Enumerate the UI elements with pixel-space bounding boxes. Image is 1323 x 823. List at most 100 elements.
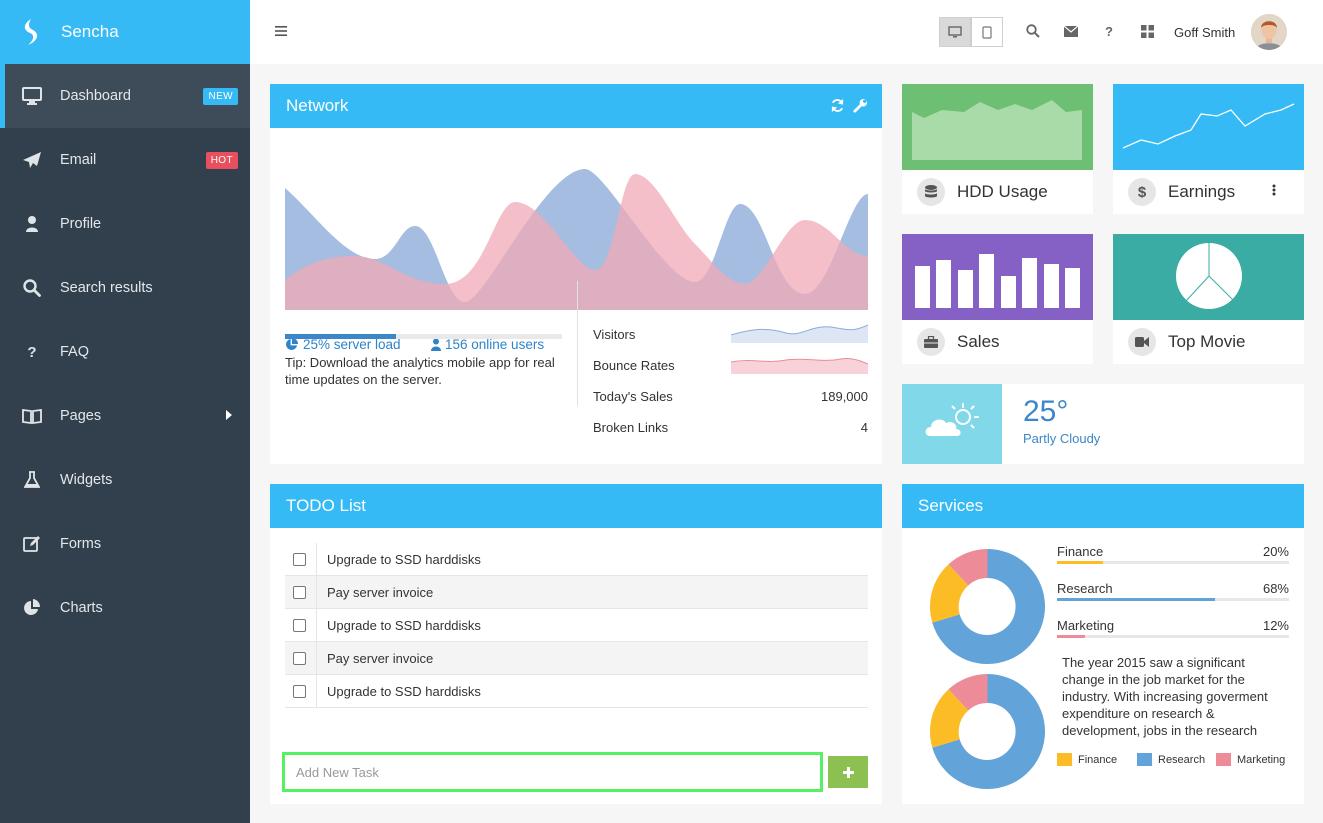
todo-checkbox[interactable] — [293, 586, 306, 599]
add-task-input[interactable] — [282, 752, 823, 792]
legend-item-marketing: Marketing — [1216, 753, 1285, 766]
todo-checkbox[interactable] — [293, 553, 306, 566]
sencha-logo-icon — [24, 19, 38, 45]
search-icon — [22, 278, 42, 298]
sidebar-item-forms[interactable]: Forms — [0, 512, 250, 576]
video-camera-icon — [1128, 328, 1156, 356]
service-name: Finance — [1057, 544, 1104, 559]
panel-title: Network — [286, 96, 349, 115]
services-donut-chart — [930, 674, 1045, 789]
bounce-rates-sparkline — [731, 358, 868, 374]
services-panel: Services Finance 20% Research 68% Market… — [902, 484, 1304, 804]
legend-swatch — [1216, 753, 1231, 766]
tile-label: Earnings — [1168, 182, 1236, 201]
sidebar-item-label: Charts — [60, 600, 103, 616]
todo-checkbox[interactable] — [293, 652, 306, 665]
desktop-view-button[interactable] — [939, 17, 971, 47]
sidebar-item-pages[interactable]: Pages — [0, 384, 250, 448]
tablet-icon — [982, 25, 992, 39]
hdd-usage-chart — [902, 84, 1093, 170]
sidebar-item-label: Forms — [60, 536, 102, 552]
visitors-sparkline — [731, 324, 868, 343]
more-vertical-icon[interactable] — [1272, 184, 1276, 196]
network-panel: Network 25% server load 156 online users… — [270, 84, 882, 464]
todo-text: Pay server invoice — [327, 651, 434, 666]
sidebar-item-search-results[interactable]: Search results — [0, 256, 250, 320]
earnings-tile[interactable]: $ Earnings — [1113, 84, 1304, 214]
user-icon — [431, 338, 441, 351]
service-name: Marketing — [1057, 618, 1115, 633]
legend-label: Finance — [1078, 753, 1118, 766]
metric-label: Visitors — [593, 327, 636, 342]
sidebar-item-label: Search results — [60, 280, 153, 296]
todo-item: Upgrade to SSD harddisks — [285, 675, 868, 708]
divider — [316, 642, 317, 675]
todo-item: Pay server invoice — [285, 576, 868, 609]
help-icon[interactable]: ? — [1105, 23, 1113, 39]
todo-checkbox[interactable] — [293, 685, 306, 698]
sidebar-item-label: FAQ — [60, 344, 90, 360]
tip-text: Tip: Download the analytics mobile app f… — [285, 355, 555, 387]
sales-tile[interactable]: Sales — [902, 234, 1093, 364]
legend-swatch — [1137, 753, 1152, 766]
user-icon — [22, 214, 42, 234]
metric-label: Broken Links — [593, 420, 669, 435]
sidebar-item-charts[interactable]: Charts — [0, 576, 250, 640]
legend-label: Marketing — [1237, 753, 1286, 766]
online-users-link[interactable]: 156 online users — [431, 337, 544, 352]
brand[interactable]: Sencha — [0, 0, 250, 64]
weather-temperature: 25° — [1023, 395, 1069, 428]
panel-title: Services — [918, 496, 984, 515]
sidebar-item-profile[interactable]: Profile — [0, 192, 250, 256]
book-icon — [22, 406, 42, 426]
sidebar-item-email[interactable]: Email HOT — [0, 128, 250, 192]
top-movie-pie-chart — [1113, 234, 1304, 320]
sidebar-item-label: Pages — [60, 408, 102, 424]
sidebar-item-dashboard[interactable]: Dashboard NEW — [0, 64, 250, 128]
todo-checkbox[interactable] — [293, 619, 306, 632]
tablet-view-button[interactable] — [971, 17, 1003, 47]
wrench-icon[interactable] — [853, 98, 868, 113]
pie-chart-icon — [286, 338, 298, 350]
service-progress — [1057, 598, 1289, 601]
online-users-text: 156 online users — [445, 337, 545, 352]
tile-label: HDD Usage — [957, 182, 1048, 201]
todo-item: Upgrade to SSD harddisks — [285, 543, 868, 576]
top-header: ? Goff Smith — [250, 0, 1323, 64]
todo-item: Upgrade to SSD harddisks — [285, 609, 868, 642]
add-task-button[interactable] — [828, 756, 868, 788]
services-donut-chart — [930, 549, 1045, 664]
divider — [316, 609, 317, 642]
search-icon[interactable] — [1026, 24, 1040, 38]
divider — [316, 675, 317, 708]
service-progress — [1057, 635, 1289, 638]
view-toggle — [939, 17, 1003, 47]
refresh-icon[interactable] — [830, 98, 845, 113]
user-name[interactable]: Goff Smith — [1174, 25, 1236, 40]
divider — [316, 543, 317, 576]
top-movie-tile[interactable]: Top Movie — [1113, 234, 1304, 364]
avatar[interactable] — [1251, 14, 1287, 50]
progress-fill — [1057, 598, 1215, 601]
service-percent: 12% — [1262, 618, 1289, 633]
sidebar-item-faq[interactable]: ? FAQ — [0, 320, 250, 384]
metric-row: Today's Sales 189,000 — [593, 389, 868, 409]
panel-title: TODO List — [286, 496, 366, 515]
grid-icon[interactable] — [1140, 24, 1154, 38]
sidebar-item-label: Email — [60, 152, 97, 168]
sidebar-item-label: Widgets — [60, 472, 113, 488]
legend-item-research: Research — [1137, 753, 1205, 766]
flask-icon — [22, 470, 42, 490]
divider — [577, 281, 578, 406]
network-area-chart — [285, 169, 868, 310]
service-name: Research — [1057, 581, 1113, 596]
pie-chart-icon — [22, 598, 42, 618]
server-load-link[interactable]: 25% server load — [285, 337, 401, 352]
hamburger-menu-icon[interactable] — [275, 26, 287, 36]
envelope-icon[interactable] — [1064, 24, 1078, 38]
legend-label: Research — [1158, 753, 1206, 766]
sidebar-item-widgets[interactable]: Widgets — [0, 448, 250, 512]
database-icon — [917, 178, 945, 206]
earnings-chart — [1113, 84, 1304, 170]
hdd-usage-tile[interactable]: HDD Usage — [902, 84, 1093, 214]
